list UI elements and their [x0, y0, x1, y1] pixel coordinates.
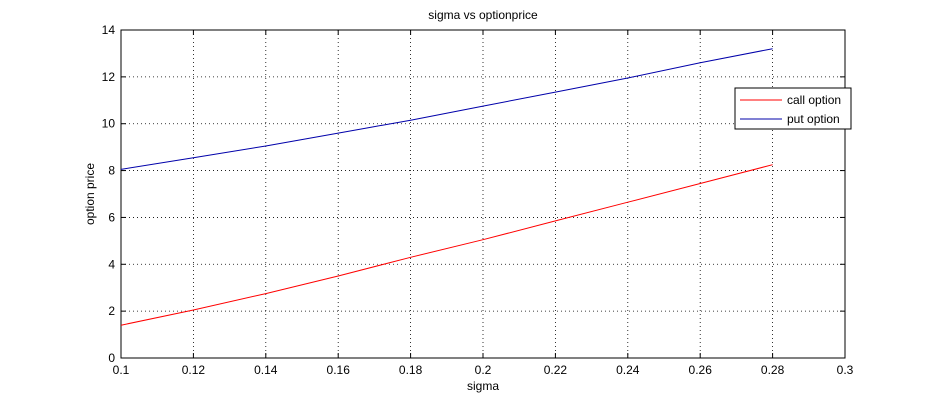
y-tick-label: 8 [108, 164, 115, 178]
grid [121, 30, 845, 358]
x-tick-label: 0.18 [399, 363, 423, 377]
x-tick-label: 0.2 [475, 363, 492, 377]
x-tick-label: 0.12 [182, 363, 206, 377]
x-tick-label: 0.22 [544, 363, 568, 377]
chart-title: sigma vs optionprice [428, 8, 538, 22]
y-tick-label: 10 [102, 117, 116, 131]
x-tick-label: 0.1 [113, 363, 130, 377]
x-tick-label: 0.28 [761, 363, 785, 377]
y-tick-label: 0 [108, 351, 115, 365]
x-tick-label: 0.14 [254, 363, 278, 377]
series-group [120, 48, 773, 326]
series-line-put-option [120, 48, 773, 170]
legend-label: call option [787, 93, 841, 107]
y-tick-label: 12 [102, 70, 116, 84]
x-tick-label: 0.16 [327, 363, 351, 377]
x-tick-label: 0.26 [689, 363, 713, 377]
y-tick-label: 2 [108, 304, 115, 318]
series-line-call-option [120, 164, 773, 326]
x-axis-label: sigma [467, 379, 499, 393]
y-tick-label: 6 [108, 210, 115, 224]
x-tick-label: 0.24 [616, 363, 640, 377]
x-tick-label: 0.3 [837, 363, 854, 377]
y-tick-label: 14 [102, 23, 116, 37]
legend-label: put option [787, 112, 840, 126]
ticks: 0.1 0.12 0.14 0.16 0.18 0.2 0.22 0.24 0.26 0.28 0.… [102, 23, 854, 377]
y-axis-label: option price [83, 163, 97, 225]
legend-box [734, 87, 852, 130]
legend: call option put option [734, 87, 852, 130]
y-tick-label: 4 [108, 257, 115, 271]
